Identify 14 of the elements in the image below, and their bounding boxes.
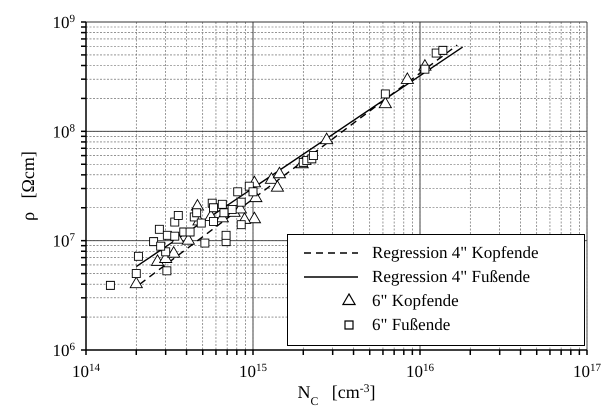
legend-label: 6" Kopfende bbox=[372, 291, 459, 310]
x-tick-label: 10$^{15}$ bbox=[238, 362, 268, 381]
y-tick-label: 10$^{7}$ bbox=[52, 232, 76, 251]
y-tick-label: 10$^{6}$ bbox=[52, 341, 76, 360]
legend-label: Regression 4" Fußende bbox=[372, 267, 530, 286]
y-tick-label: 10$^{8}$ bbox=[52, 122, 76, 142]
y-axis-title: ρ [Ωcm] bbox=[18, 151, 38, 221]
x-axis-title: N$_{C}$ [cm$^{-3}$] bbox=[297, 382, 376, 408]
legend-label: Regression 4" Kopfende bbox=[372, 243, 539, 262]
x-tick-label: 10$^{17}$ bbox=[572, 362, 602, 381]
x-tick-label: 10$^{16}$ bbox=[406, 362, 434, 381]
legend-label: 6" Fußende bbox=[372, 315, 450, 334]
y-tick-label: 10$^{9}$ bbox=[52, 13, 76, 32]
x-tick-label: 10$^{14}$ bbox=[72, 362, 100, 381]
